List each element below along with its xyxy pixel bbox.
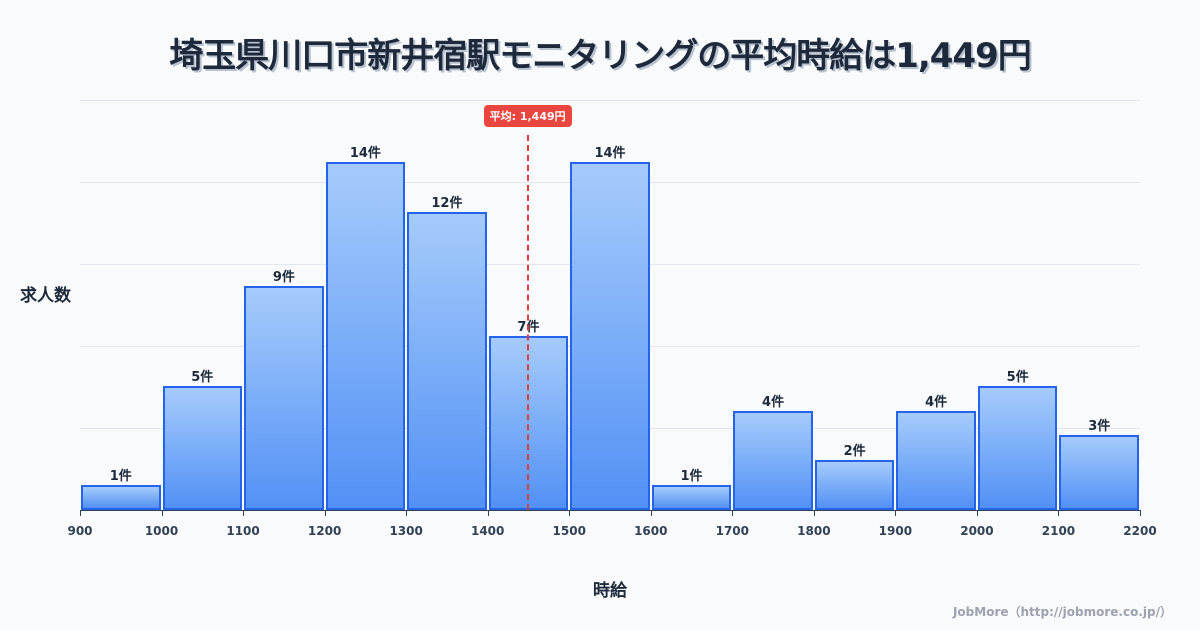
histogram-bar <box>162 385 243 510</box>
x-tick <box>1058 510 1060 516</box>
x-tick-label: 1600 <box>634 524 668 538</box>
x-tick <box>406 510 408 516</box>
histogram-bar <box>1059 435 1139 510</box>
x-tick-label: 2000 <box>960 524 994 538</box>
x-tick-label: 1700 <box>715 524 749 538</box>
bar-value-label: 1件 <box>109 469 132 485</box>
histogram-bar <box>733 410 813 510</box>
x-tick-label: 1500 <box>552 524 586 538</box>
histogram-bar <box>325 162 406 510</box>
source-credit: JobMore（http://jobmore.co.jp/） <box>952 605 1172 619</box>
mean-line <box>526 135 529 510</box>
histogram-bar <box>814 460 895 510</box>
bar-value-label: 3件 <box>1088 419 1111 435</box>
histogram-bar <box>977 385 1058 510</box>
bar-value-label: 5件 <box>1006 369 1029 385</box>
bar-value-label: 14件 <box>349 146 381 162</box>
bar-value-label: 2件 <box>843 444 866 460</box>
bar-value-label: 9件 <box>272 270 295 286</box>
histogram-bar <box>896 410 976 510</box>
bar-value-label: 14件 <box>594 146 626 162</box>
x-tick-label: 2100 <box>1041 524 1076 538</box>
bar-value-label: 4件 <box>762 394 785 410</box>
x-tick-label: 2200 <box>1123 524 1157 538</box>
x-tick <box>895 510 897 516</box>
x-tick-label: 1200 <box>307 524 342 538</box>
bar-value-label: 1件 <box>680 469 703 485</box>
x-tick-label: 1900 <box>878 524 913 538</box>
bar-value-label: 5件 <box>191 369 214 385</box>
x-axis-label: 時給 <box>593 581 627 601</box>
mean-badge: 平均: 1,449円 <box>483 105 572 127</box>
x-axis-line <box>80 510 1140 511</box>
histogram-bar <box>244 286 324 510</box>
gridline <box>80 100 1140 101</box>
x-tick <box>976 510 978 516</box>
x-tick-label: 1300 <box>389 524 423 538</box>
x-tick <box>161 510 163 516</box>
chart-title: 埼玉県川口市新井宿駅モニタリングの平均時給は1,449円 <box>169 36 1032 76</box>
x-tick <box>732 510 734 516</box>
x-tick <box>243 510 245 516</box>
x-tick <box>324 510 326 516</box>
histogram-bar <box>81 485 161 510</box>
bar-value-label: 4件 <box>925 394 948 410</box>
histogram-bar <box>570 162 650 510</box>
x-tick <box>569 510 571 516</box>
x-tick <box>650 510 652 516</box>
x-tick-label: 1400 <box>470 524 505 538</box>
x-tick-label: 1100 <box>226 524 260 538</box>
plot-area: 1件 5件 9件 14件 12件 7件 14件 1件 4件 2件 4件 5件 3件 900 1000 1100… <box>67 100 1157 538</box>
x-tick-label: 1000 <box>144 524 179 538</box>
histogram-bar <box>651 485 732 510</box>
x-tick <box>1140 510 1141 516</box>
y-axis-label: 求人数 <box>20 286 71 306</box>
x-tick-label: 1800 <box>797 524 831 538</box>
bar-value-label: 12件 <box>431 195 463 211</box>
histogram-bar <box>407 211 487 510</box>
x-tick <box>80 510 81 516</box>
x-tick <box>487 510 489 516</box>
x-tick <box>813 510 815 516</box>
x-tick-label: 900 <box>67 524 93 538</box>
